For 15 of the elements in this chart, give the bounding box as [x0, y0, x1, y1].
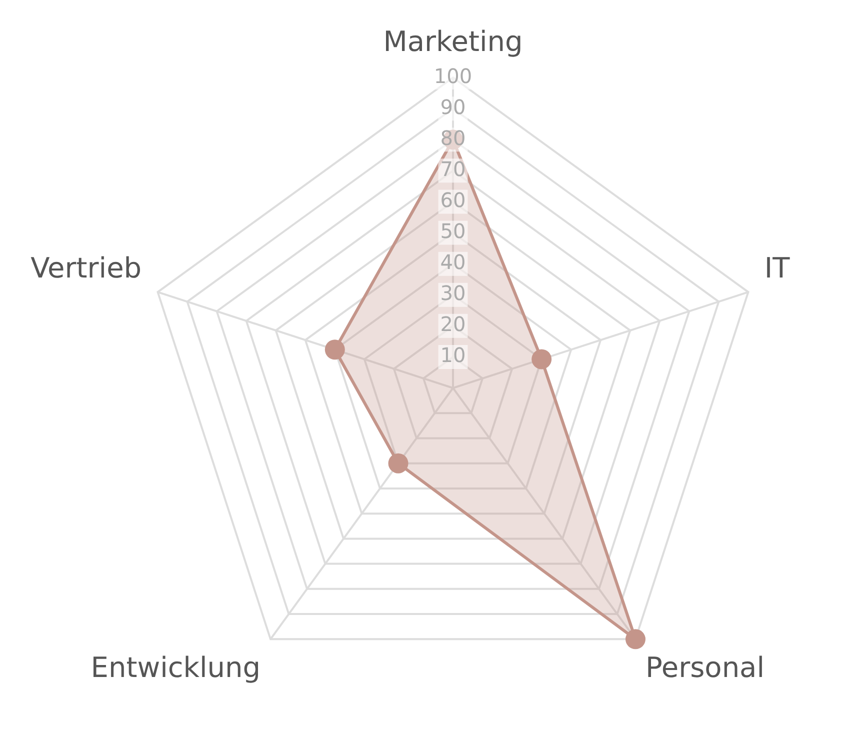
spoke-label: Personal — [645, 650, 764, 684]
y-tick-label: 80 — [440, 126, 466, 150]
y-tick-label: 40 — [440, 250, 466, 274]
y-tick-label: 90 — [440, 94, 466, 119]
y-tick-label: 100 — [434, 64, 472, 88]
y-tick-label: 20 — [440, 312, 466, 336]
y-tick-label: 50 — [440, 218, 466, 243]
spoke-label: IT — [764, 251, 791, 284]
y-tick-label: 70 — [440, 156, 466, 181]
y-tick-label: 60 — [440, 188, 466, 212]
spoke-label: Marketing — [383, 25, 523, 58]
y-tick-label: 10 — [440, 343, 466, 368]
y-tick-label: 30 — [440, 281, 466, 306]
spoke-label: Entwicklung — [90, 650, 261, 684]
spoke-label: Vertrieb — [30, 251, 142, 284]
